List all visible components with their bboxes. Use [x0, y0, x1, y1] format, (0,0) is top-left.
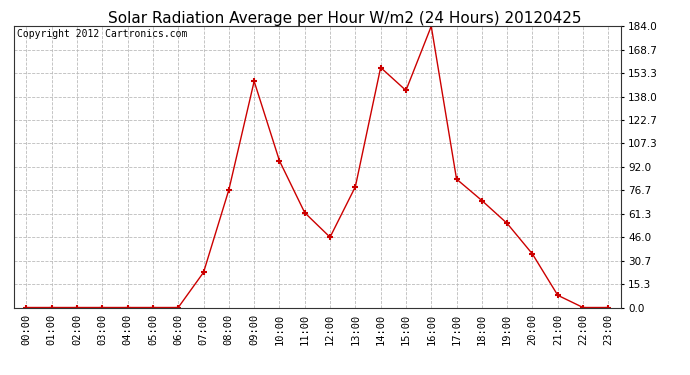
Text: Copyright 2012 Cartronics.com: Copyright 2012 Cartronics.com	[17, 29, 187, 39]
Text: Solar Radiation Average per Hour W/m2 (24 Hours) 20120425: Solar Radiation Average per Hour W/m2 (2…	[108, 11, 582, 26]
